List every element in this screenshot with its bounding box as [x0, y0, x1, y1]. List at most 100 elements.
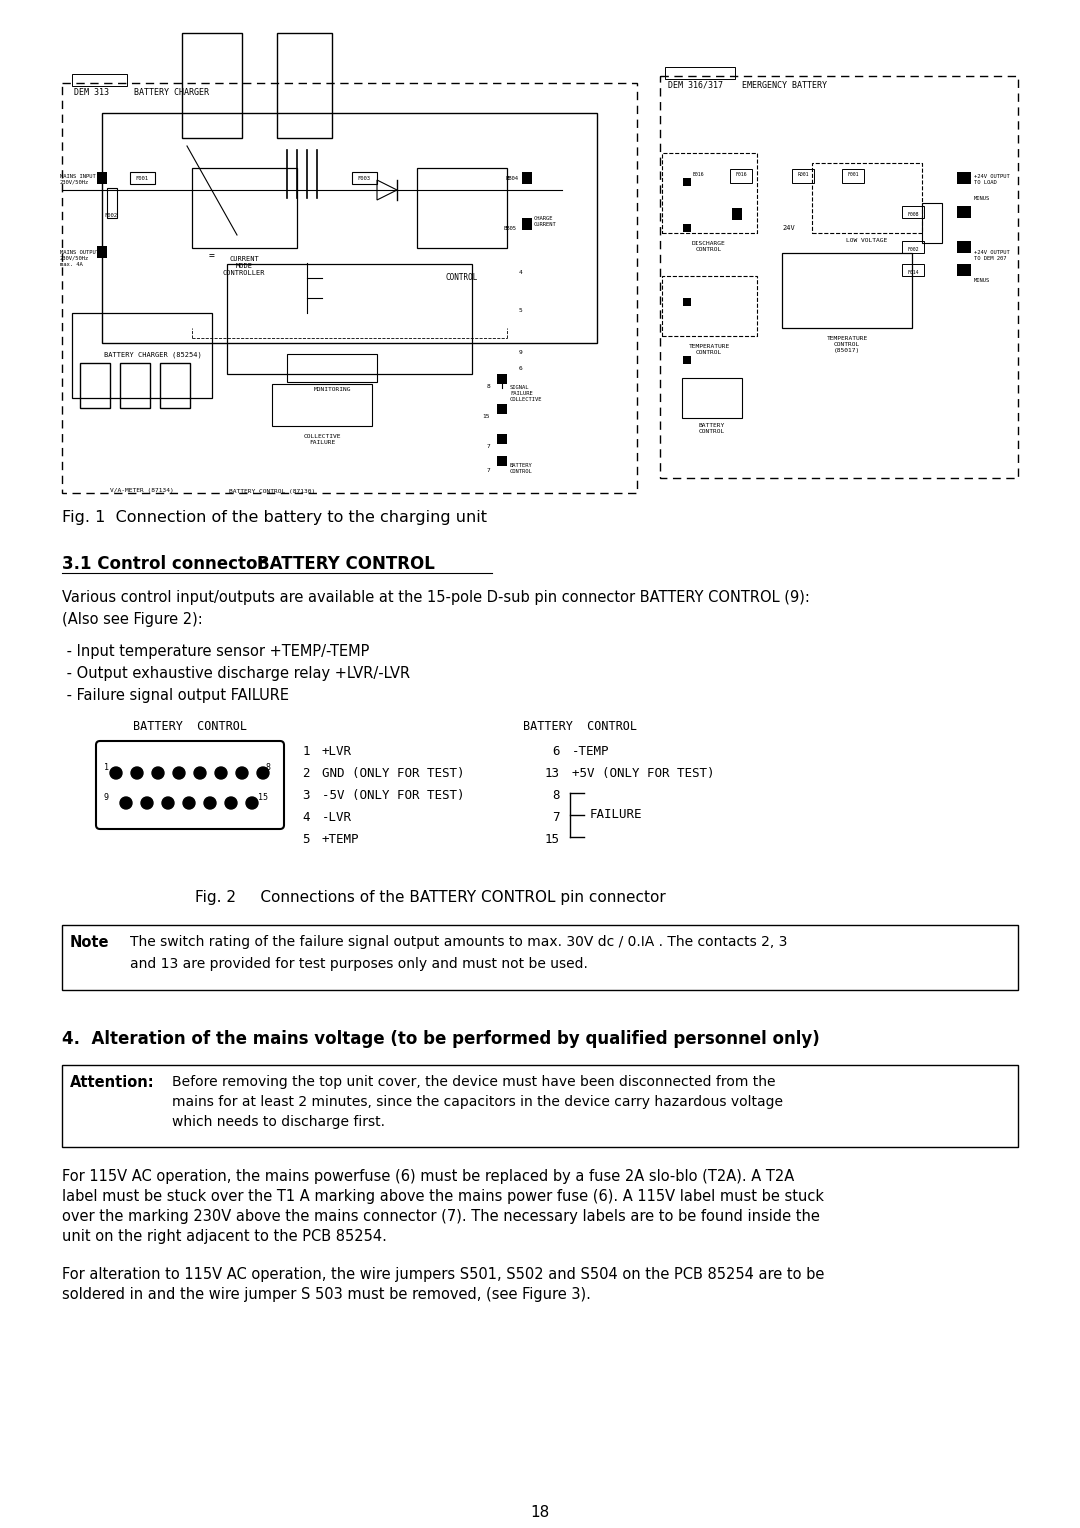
- Bar: [812, 163, 922, 232]
- Bar: [97, 246, 107, 258]
- Text: For alteration to 115V AC operation, the wire jumpers S501, S502 and S504 on the: For alteration to 115V AC operation, the…: [62, 1267, 824, 1282]
- Circle shape: [110, 767, 122, 779]
- Text: -TEMP: -TEMP: [572, 746, 609, 758]
- Bar: [732, 208, 742, 220]
- Bar: [352, 173, 377, 183]
- Text: BB05: BB05: [504, 226, 517, 231]
- Text: 7: 7: [553, 811, 561, 824]
- Text: MAINS INPUT
230V/50Hz: MAINS INPUT 230V/50Hz: [60, 174, 96, 185]
- Text: 3: 3: [302, 788, 310, 802]
- Text: R001: R001: [797, 173, 809, 177]
- Text: BATTERY CHARGER (85254): BATTERY CHARGER (85254): [104, 351, 202, 358]
- Circle shape: [204, 798, 216, 808]
- Text: F014: F014: [907, 270, 919, 275]
- Bar: [792, 170, 814, 183]
- Text: 8: 8: [486, 384, 490, 388]
- Text: +5V (ONLY FOR TEST): +5V (ONLY FOR TEST): [572, 767, 715, 779]
- Text: -LVR: -LVR: [322, 811, 352, 824]
- Text: DEM 313: DEM 313: [75, 89, 109, 96]
- Text: 1: 1: [104, 762, 109, 772]
- Text: 18: 18: [530, 1505, 550, 1520]
- Bar: [497, 455, 507, 466]
- Bar: [107, 188, 117, 219]
- Text: - Input temperature sensor +TEMP/-TEMP: - Input temperature sensor +TEMP/-TEMP: [62, 643, 369, 659]
- Bar: [957, 173, 971, 183]
- Text: BATTERY  CONTROL: BATTERY CONTROL: [523, 720, 637, 733]
- Bar: [957, 241, 971, 254]
- Bar: [276, 34, 332, 138]
- Bar: [97, 173, 107, 183]
- Bar: [497, 434, 507, 445]
- Text: BATTERY
CONTROL: BATTERY CONTROL: [699, 423, 725, 434]
- Text: BB04: BB04: [505, 176, 518, 180]
- Bar: [62, 1065, 1018, 1148]
- Text: B016: B016: [692, 173, 704, 177]
- Text: Various control input/outputs are available at the 15-pole D-sub pin connector B: Various control input/outputs are availa…: [62, 590, 810, 605]
- Bar: [287, 354, 377, 382]
- Text: GND (ONLY FOR TEST): GND (ONLY FOR TEST): [322, 767, 464, 779]
- Text: 4.  Alteration of the mains voltage (to be performed by qualified personnel only: 4. Alteration of the mains voltage (to b…: [62, 1030, 820, 1048]
- Text: F002: F002: [104, 212, 117, 219]
- Bar: [522, 173, 532, 183]
- Bar: [417, 168, 507, 248]
- Text: which needs to discharge first.: which needs to discharge first.: [172, 1115, 384, 1129]
- Text: F008: F008: [907, 212, 919, 217]
- Text: 3.1 Control connector: 3.1 Control connector: [62, 555, 271, 573]
- Bar: [902, 241, 924, 254]
- Circle shape: [237, 767, 248, 779]
- Text: F003: F003: [357, 176, 370, 180]
- Text: +TEMP: +TEMP: [322, 833, 360, 847]
- Text: V/A-METER (87134): V/A-METER (87134): [110, 487, 174, 494]
- Bar: [72, 73, 127, 86]
- Bar: [902, 206, 924, 219]
- Bar: [72, 313, 212, 397]
- Text: EMERGENCY BATTERY: EMERGENCY BATTERY: [742, 81, 827, 90]
- Text: label must be stuck over the T1 A marking above the mains power fuse (6). A 115V: label must be stuck over the T1 A markin…: [62, 1189, 824, 1204]
- Text: LOW VOLTAGE: LOW VOLTAGE: [847, 238, 888, 243]
- Circle shape: [162, 798, 174, 808]
- Text: - Failure signal output FAILURE: - Failure signal output FAILURE: [62, 688, 289, 703]
- Text: 5: 5: [519, 307, 523, 313]
- Text: 9: 9: [519, 350, 523, 356]
- Text: over the marking 230V above the mains connector (7). The necessary labels are to: over the marking 230V above the mains co…: [62, 1209, 820, 1224]
- Text: +LVR: +LVR: [322, 746, 352, 758]
- Text: 7: 7: [486, 443, 490, 449]
- Bar: [683, 177, 691, 186]
- Text: 1: 1: [302, 746, 310, 758]
- Text: 8: 8: [266, 762, 271, 772]
- Bar: [782, 254, 912, 329]
- Circle shape: [183, 798, 195, 808]
- Text: mains for at least 2 minutes, since the capacitors in the device carry hazardous: mains for at least 2 minutes, since the …: [172, 1096, 783, 1109]
- Circle shape: [257, 767, 269, 779]
- Bar: [120, 364, 150, 408]
- Text: +24V OUTPUT
TO LOAD: +24V OUTPUT TO LOAD: [974, 174, 1010, 185]
- Bar: [80, 364, 110, 408]
- Circle shape: [246, 798, 258, 808]
- Bar: [683, 356, 691, 364]
- Text: CONTROL: CONTROL: [446, 274, 478, 283]
- Text: Attention:: Attention:: [70, 1076, 154, 1089]
- Bar: [497, 374, 507, 384]
- Bar: [681, 377, 742, 419]
- Text: F001: F001: [135, 176, 149, 180]
- Bar: [227, 264, 472, 374]
- Text: -5V (ONLY FOR TEST): -5V (ONLY FOR TEST): [322, 788, 464, 802]
- Text: Note: Note: [70, 935, 109, 950]
- Bar: [665, 67, 735, 79]
- Circle shape: [173, 767, 185, 779]
- Text: 2: 2: [302, 767, 310, 779]
- Text: BATTERY CHARGER: BATTERY CHARGER: [134, 89, 210, 96]
- Bar: [842, 170, 864, 183]
- Text: F002: F002: [907, 248, 919, 252]
- Bar: [730, 170, 752, 183]
- Text: TEMPERATURE
CONTROL: TEMPERATURE CONTROL: [688, 344, 730, 354]
- Text: 15: 15: [258, 793, 268, 802]
- Bar: [160, 364, 190, 408]
- Text: 15: 15: [545, 833, 561, 847]
- Text: MAINS OUTPUT
230V/50Hz
max. 4A: MAINS OUTPUT 230V/50Hz max. 4A: [60, 251, 99, 266]
- Text: BATTERY CONTROL (87130): BATTERY CONTROL (87130): [229, 489, 315, 494]
- Bar: [662, 277, 757, 336]
- Text: 4: 4: [519, 270, 523, 275]
- Text: 6: 6: [519, 365, 523, 370]
- Text: MONITORING: MONITORING: [313, 387, 351, 393]
